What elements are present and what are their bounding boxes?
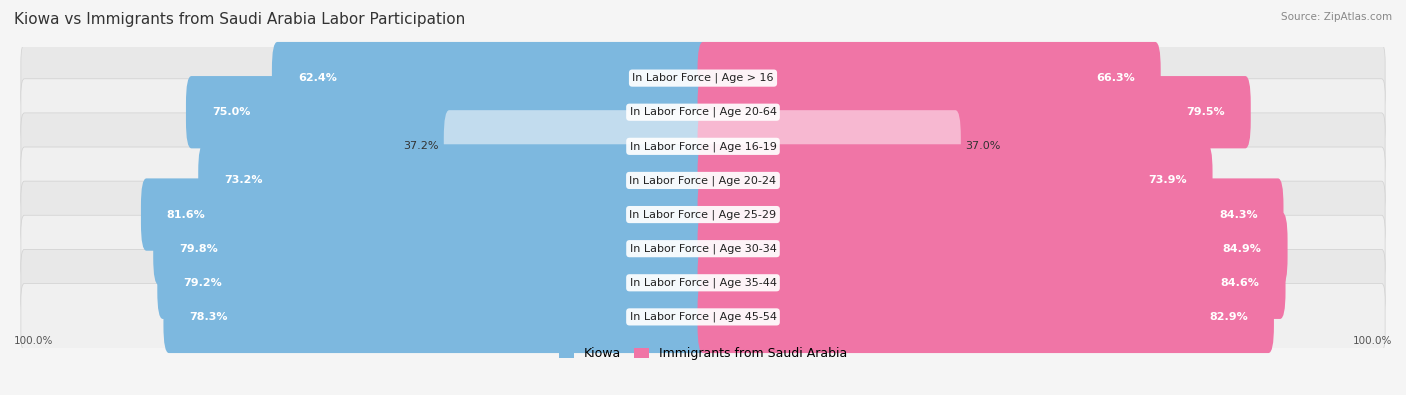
FancyBboxPatch shape <box>21 249 1385 316</box>
Text: Source: ZipAtlas.com: Source: ZipAtlas.com <box>1281 12 1392 22</box>
Text: 78.3%: 78.3% <box>190 312 228 322</box>
FancyBboxPatch shape <box>21 113 1385 180</box>
FancyBboxPatch shape <box>697 76 1251 149</box>
Text: 84.6%: 84.6% <box>1220 278 1260 288</box>
Text: Kiowa vs Immigrants from Saudi Arabia Labor Participation: Kiowa vs Immigrants from Saudi Arabia La… <box>14 12 465 27</box>
FancyBboxPatch shape <box>21 215 1385 282</box>
FancyBboxPatch shape <box>157 246 709 319</box>
FancyBboxPatch shape <box>163 281 709 353</box>
FancyBboxPatch shape <box>697 213 1288 285</box>
Text: In Labor Force | Age 16-19: In Labor Force | Age 16-19 <box>630 141 776 152</box>
FancyBboxPatch shape <box>697 281 1274 353</box>
FancyBboxPatch shape <box>697 179 1284 251</box>
Text: 100.0%: 100.0% <box>1353 337 1392 346</box>
Text: In Labor Force | Age 30-34: In Labor Force | Age 30-34 <box>630 243 776 254</box>
FancyBboxPatch shape <box>21 79 1385 146</box>
Text: 79.2%: 79.2% <box>183 278 222 288</box>
Text: In Labor Force | Age 45-54: In Labor Force | Age 45-54 <box>630 312 776 322</box>
FancyBboxPatch shape <box>186 76 709 149</box>
FancyBboxPatch shape <box>153 213 709 285</box>
Text: 66.3%: 66.3% <box>1097 73 1135 83</box>
Text: In Labor Force | Age 20-64: In Labor Force | Age 20-64 <box>630 107 776 117</box>
Text: 37.2%: 37.2% <box>404 141 439 151</box>
Text: 82.9%: 82.9% <box>1209 312 1249 322</box>
FancyBboxPatch shape <box>21 147 1385 214</box>
Text: 79.8%: 79.8% <box>179 244 218 254</box>
Text: 79.5%: 79.5% <box>1187 107 1225 117</box>
Text: In Labor Force | Age 20-24: In Labor Force | Age 20-24 <box>630 175 776 186</box>
FancyBboxPatch shape <box>697 110 960 182</box>
Text: In Labor Force | Age > 16: In Labor Force | Age > 16 <box>633 73 773 83</box>
Text: 73.9%: 73.9% <box>1147 175 1187 185</box>
FancyBboxPatch shape <box>697 246 1285 319</box>
Text: 84.3%: 84.3% <box>1219 210 1257 220</box>
FancyBboxPatch shape <box>21 284 1385 350</box>
Text: 100.0%: 100.0% <box>14 337 53 346</box>
Text: 62.4%: 62.4% <box>298 73 336 83</box>
Text: 75.0%: 75.0% <box>212 107 250 117</box>
FancyBboxPatch shape <box>21 45 1385 111</box>
FancyBboxPatch shape <box>697 42 1161 114</box>
Text: 73.2%: 73.2% <box>224 175 263 185</box>
FancyBboxPatch shape <box>141 179 709 251</box>
Text: 81.6%: 81.6% <box>167 210 205 220</box>
FancyBboxPatch shape <box>271 42 709 114</box>
FancyBboxPatch shape <box>198 144 709 216</box>
Text: In Labor Force | Age 25-29: In Labor Force | Age 25-29 <box>630 209 776 220</box>
FancyBboxPatch shape <box>697 144 1212 216</box>
FancyBboxPatch shape <box>444 110 709 182</box>
Text: In Labor Force | Age 35-44: In Labor Force | Age 35-44 <box>630 278 776 288</box>
Text: 84.9%: 84.9% <box>1223 244 1261 254</box>
Legend: Kiowa, Immigrants from Saudi Arabia: Kiowa, Immigrants from Saudi Arabia <box>554 342 852 365</box>
FancyBboxPatch shape <box>21 181 1385 248</box>
Text: 37.0%: 37.0% <box>966 141 1001 151</box>
